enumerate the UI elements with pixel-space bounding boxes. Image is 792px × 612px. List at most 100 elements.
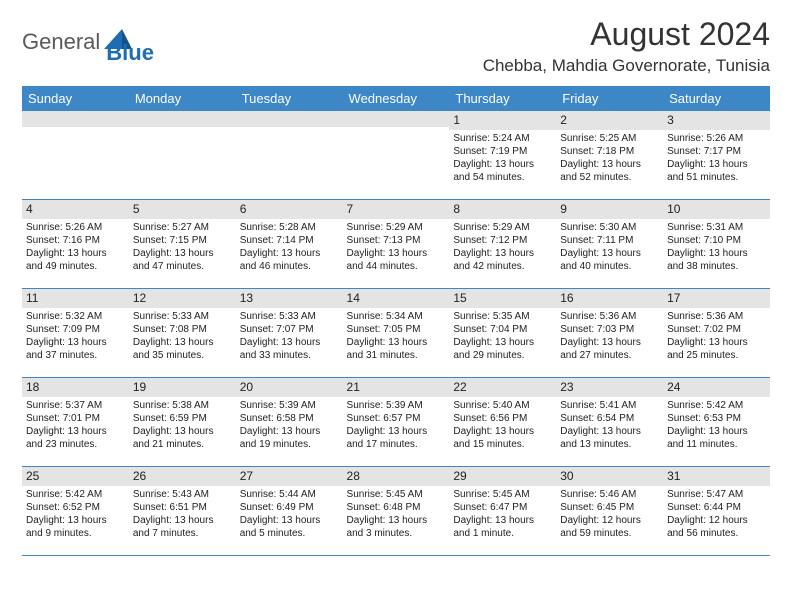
sunrise-line: Sunrise: 5:45 AM bbox=[347, 488, 446, 501]
day-number: 18 bbox=[22, 378, 129, 397]
sunrise-line: Sunrise: 5:26 AM bbox=[26, 221, 125, 234]
daylight-line: Daylight: 13 hours and 52 minutes. bbox=[560, 158, 659, 184]
calendar-cell bbox=[22, 111, 129, 200]
day-number: 3 bbox=[663, 111, 770, 130]
weekday-wednesday: Wednesday bbox=[343, 86, 450, 111]
day-detail: Sunrise: 5:35 AMSunset: 7:04 PMDaylight:… bbox=[449, 308, 556, 363]
day-detail: Sunrise: 5:36 AMSunset: 7:03 PMDaylight:… bbox=[556, 308, 663, 363]
calendar-cell: 4Sunrise: 5:26 AMSunset: 7:16 PMDaylight… bbox=[22, 199, 129, 288]
day-detail: Sunrise: 5:29 AMSunset: 7:13 PMDaylight:… bbox=[343, 219, 450, 274]
daylight-line: Daylight: 13 hours and 25 minutes. bbox=[667, 336, 766, 362]
weekday-friday: Friday bbox=[556, 86, 663, 111]
day-number: 6 bbox=[236, 200, 343, 219]
daylight-line: Daylight: 13 hours and 40 minutes. bbox=[560, 247, 659, 273]
sunrise-line: Sunrise: 5:32 AM bbox=[26, 310, 125, 323]
day-number: 10 bbox=[663, 200, 770, 219]
location-label: Chebba, Mahdia Governorate, Tunisia bbox=[483, 56, 770, 76]
day-number: 28 bbox=[343, 467, 450, 486]
day-number: 15 bbox=[449, 289, 556, 308]
sunset-line: Sunset: 7:19 PM bbox=[453, 145, 552, 158]
day-number: 24 bbox=[663, 378, 770, 397]
day-number: 21 bbox=[343, 378, 450, 397]
sunset-line: Sunset: 7:05 PM bbox=[347, 323, 446, 336]
day-detail: Sunrise: 5:44 AMSunset: 6:49 PMDaylight:… bbox=[236, 486, 343, 541]
sunrise-line: Sunrise: 5:39 AM bbox=[240, 399, 339, 412]
sunrise-line: Sunrise: 5:35 AM bbox=[453, 310, 552, 323]
sunrise-line: Sunrise: 5:24 AM bbox=[453, 132, 552, 145]
calendar-cell: 26Sunrise: 5:43 AMSunset: 6:51 PMDayligh… bbox=[129, 466, 236, 555]
daylight-line: Daylight: 12 hours and 59 minutes. bbox=[560, 514, 659, 540]
daylight-line: Daylight: 13 hours and 19 minutes. bbox=[240, 425, 339, 451]
sunset-line: Sunset: 6:59 PM bbox=[133, 412, 232, 425]
sunrise-line: Sunrise: 5:42 AM bbox=[26, 488, 125, 501]
day-detail: Sunrise: 5:45 AMSunset: 6:47 PMDaylight:… bbox=[449, 486, 556, 541]
sunrise-line: Sunrise: 5:43 AM bbox=[133, 488, 232, 501]
sunrise-line: Sunrise: 5:47 AM bbox=[667, 488, 766, 501]
sunset-line: Sunset: 7:11 PM bbox=[560, 234, 659, 247]
day-detail: Sunrise: 5:47 AMSunset: 6:44 PMDaylight:… bbox=[663, 486, 770, 541]
day-number: 31 bbox=[663, 467, 770, 486]
sunrise-line: Sunrise: 5:25 AM bbox=[560, 132, 659, 145]
day-detail: Sunrise: 5:33 AMSunset: 7:07 PMDaylight:… bbox=[236, 308, 343, 363]
weekday-saturday: Saturday bbox=[663, 86, 770, 111]
day-detail: Sunrise: 5:33 AMSunset: 7:08 PMDaylight:… bbox=[129, 308, 236, 363]
day-detail: Sunrise: 5:29 AMSunset: 7:12 PMDaylight:… bbox=[449, 219, 556, 274]
brand-logo: General Blue bbox=[22, 18, 154, 66]
daylight-line: Daylight: 13 hours and 7 minutes. bbox=[133, 514, 232, 540]
empty-day-number bbox=[22, 111, 129, 127]
sunset-line: Sunset: 6:44 PM bbox=[667, 501, 766, 514]
calendar-week-row: 11Sunrise: 5:32 AMSunset: 7:09 PMDayligh… bbox=[22, 288, 770, 377]
daylight-line: Daylight: 13 hours and 5 minutes. bbox=[240, 514, 339, 540]
daylight-line: Daylight: 13 hours and 46 minutes. bbox=[240, 247, 339, 273]
sunset-line: Sunset: 6:51 PM bbox=[133, 501, 232, 514]
calendar-cell: 23Sunrise: 5:41 AMSunset: 6:54 PMDayligh… bbox=[556, 377, 663, 466]
sunrise-line: Sunrise: 5:33 AM bbox=[240, 310, 339, 323]
day-number: 4 bbox=[22, 200, 129, 219]
daylight-line: Daylight: 13 hours and 15 minutes. bbox=[453, 425, 552, 451]
sunset-line: Sunset: 7:08 PM bbox=[133, 323, 232, 336]
daylight-line: Daylight: 13 hours and 35 minutes. bbox=[133, 336, 232, 362]
day-number: 14 bbox=[343, 289, 450, 308]
sunrise-line: Sunrise: 5:40 AM bbox=[453, 399, 552, 412]
calendar-cell bbox=[129, 111, 236, 200]
day-detail: Sunrise: 5:26 AMSunset: 7:17 PMDaylight:… bbox=[663, 130, 770, 185]
daylight-line: Daylight: 13 hours and 17 minutes. bbox=[347, 425, 446, 451]
day-number: 11 bbox=[22, 289, 129, 308]
calendar-cell: 27Sunrise: 5:44 AMSunset: 6:49 PMDayligh… bbox=[236, 466, 343, 555]
day-number: 2 bbox=[556, 111, 663, 130]
sunrise-line: Sunrise: 5:45 AM bbox=[453, 488, 552, 501]
daylight-line: Daylight: 12 hours and 56 minutes. bbox=[667, 514, 766, 540]
calendar-table: Sunday Monday Tuesday Wednesday Thursday… bbox=[22, 86, 770, 556]
month-title: August 2024 bbox=[483, 18, 770, 52]
sunrise-line: Sunrise: 5:37 AM bbox=[26, 399, 125, 412]
sunset-line: Sunset: 7:01 PM bbox=[26, 412, 125, 425]
sunset-line: Sunset: 6:54 PM bbox=[560, 412, 659, 425]
daylight-line: Daylight: 13 hours and 37 minutes. bbox=[26, 336, 125, 362]
calendar-week-row: 1Sunrise: 5:24 AMSunset: 7:19 PMDaylight… bbox=[22, 111, 770, 200]
daylight-line: Daylight: 13 hours and 21 minutes. bbox=[133, 425, 232, 451]
calendar-cell bbox=[236, 111, 343, 200]
day-detail: Sunrise: 5:42 AMSunset: 6:52 PMDaylight:… bbox=[22, 486, 129, 541]
empty-day-number bbox=[236, 111, 343, 127]
header-right: August 2024 Chebba, Mahdia Governorate, … bbox=[483, 18, 770, 76]
sunset-line: Sunset: 7:02 PM bbox=[667, 323, 766, 336]
sunrise-line: Sunrise: 5:36 AM bbox=[667, 310, 766, 323]
sunrise-line: Sunrise: 5:27 AM bbox=[133, 221, 232, 234]
daylight-line: Daylight: 13 hours and 31 minutes. bbox=[347, 336, 446, 362]
daylight-line: Daylight: 13 hours and 44 minutes. bbox=[347, 247, 446, 273]
brand-general: General bbox=[22, 29, 100, 55]
day-detail: Sunrise: 5:37 AMSunset: 7:01 PMDaylight:… bbox=[22, 397, 129, 452]
day-number: 7 bbox=[343, 200, 450, 219]
daylight-line: Daylight: 13 hours and 27 minutes. bbox=[560, 336, 659, 362]
daylight-line: Daylight: 13 hours and 47 minutes. bbox=[133, 247, 232, 273]
sunrise-line: Sunrise: 5:41 AM bbox=[560, 399, 659, 412]
daylight-line: Daylight: 13 hours and 51 minutes. bbox=[667, 158, 766, 184]
day-detail: Sunrise: 5:34 AMSunset: 7:05 PMDaylight:… bbox=[343, 308, 450, 363]
sunset-line: Sunset: 7:10 PM bbox=[667, 234, 766, 247]
day-detail: Sunrise: 5:30 AMSunset: 7:11 PMDaylight:… bbox=[556, 219, 663, 274]
calendar-cell: 1Sunrise: 5:24 AMSunset: 7:19 PMDaylight… bbox=[449, 111, 556, 200]
calendar-cell: 3Sunrise: 5:26 AMSunset: 7:17 PMDaylight… bbox=[663, 111, 770, 200]
calendar-cell: 24Sunrise: 5:42 AMSunset: 6:53 PMDayligh… bbox=[663, 377, 770, 466]
day-number: 5 bbox=[129, 200, 236, 219]
sunrise-line: Sunrise: 5:33 AM bbox=[133, 310, 232, 323]
